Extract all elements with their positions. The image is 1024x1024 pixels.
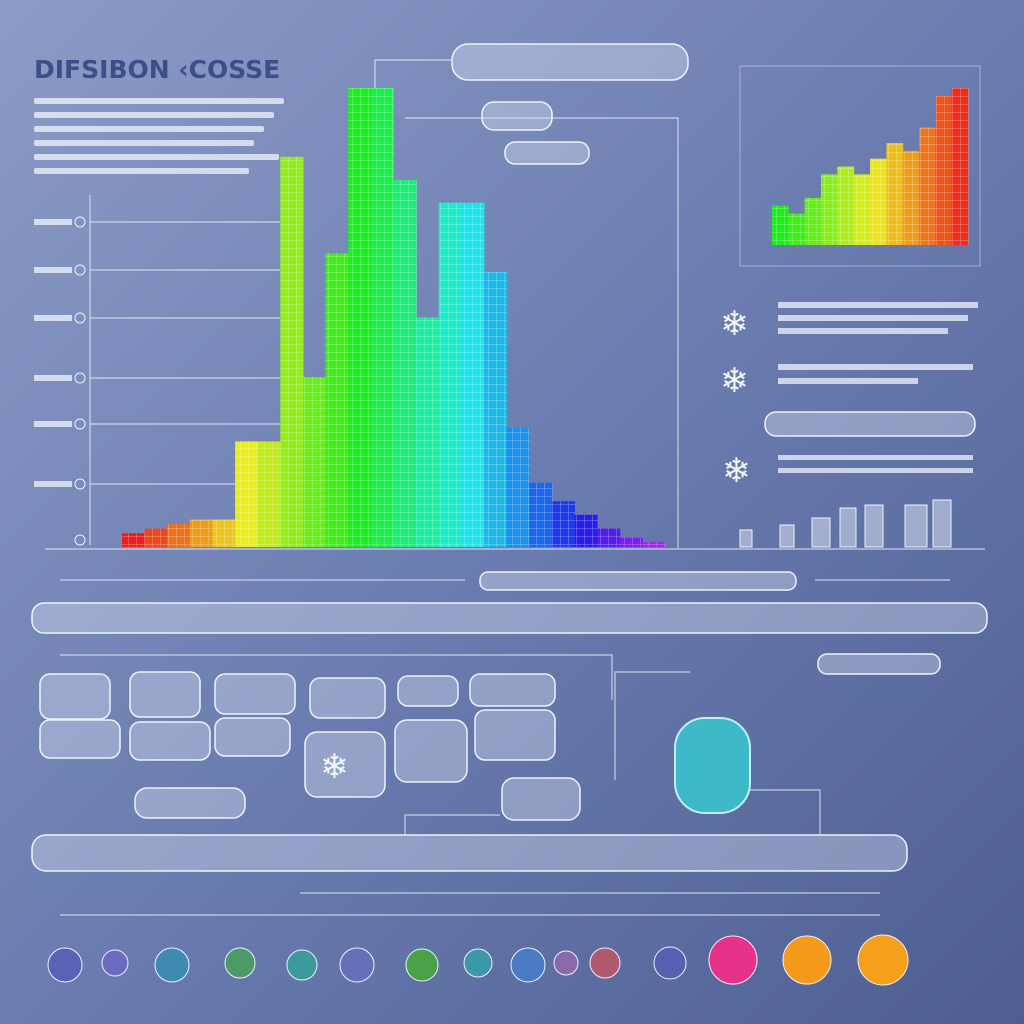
bar-grid — [348, 88, 372, 547]
bar-grid — [280, 156, 304, 547]
bar-grid — [370, 88, 394, 547]
mini-chart — [772, 88, 969, 245]
flow-rows — [31, 571, 988, 872]
bar-grid — [804, 197, 822, 245]
svg-text:❄: ❄ — [720, 361, 749, 401]
bar-grid — [461, 202, 485, 547]
bar-grid — [235, 441, 259, 547]
bar-grid — [935, 95, 953, 245]
bar-grid — [853, 174, 871, 245]
bar-grid — [837, 166, 855, 245]
bar-grid — [416, 317, 440, 547]
main-histogram — [122, 88, 666, 548]
bar-grid — [870, 158, 887, 245]
bar-grid — [529, 482, 553, 547]
bar-grid — [642, 542, 666, 547]
timeline — [47, 892, 909, 986]
bar-grid — [484, 271, 508, 547]
bar-grid — [902, 150, 920, 245]
bar-grid — [438, 202, 462, 547]
bar-grid — [619, 537, 643, 547]
bar-grid — [772, 205, 789, 245]
callouts — [374, 43, 689, 548]
bar-grid — [551, 501, 575, 547]
bar-grid — [257, 441, 281, 547]
bar-grid — [167, 524, 191, 547]
bar-grid — [393, 179, 417, 548]
left-axis — [34, 195, 280, 546]
svg-text:❄: ❄ — [722, 451, 751, 491]
bar-grid — [325, 253, 349, 548]
bar-grid — [122, 533, 146, 547]
side-notes: ❄ ❄ ❄ — [720, 302, 978, 491]
bar-grid — [919, 127, 936, 245]
bar-grid — [821, 174, 838, 245]
bar-grid — [574, 514, 598, 547]
skyline — [739, 499, 952, 548]
bar-grid — [144, 528, 168, 547]
svg-text:❄: ❄ — [720, 304, 749, 344]
bar-grid — [951, 88, 969, 245]
intro-text — [34, 98, 284, 174]
node-panels: ❄ — [39, 653, 941, 835]
bar-grid — [597, 528, 621, 547]
bar-grid — [886, 142, 904, 245]
bar-grid — [303, 377, 327, 547]
bar-grid — [506, 427, 530, 547]
title: DIFSIBON ‹COSSE — [34, 55, 280, 84]
bar-grid — [189, 519, 213, 547]
bar-grid — [788, 213, 806, 245]
svg-text:❄: ❄ — [320, 747, 349, 787]
bar-grid — [212, 519, 236, 547]
mini-frame — [739, 65, 981, 267]
